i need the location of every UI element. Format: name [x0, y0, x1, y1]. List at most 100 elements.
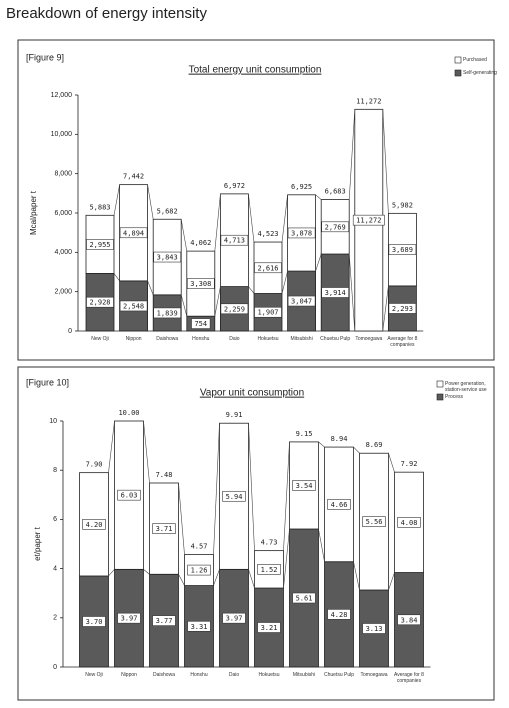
value-label-box [257, 622, 281, 633]
y-tick-label: 2 [53, 615, 57, 622]
connector-line [248, 286, 255, 294]
value-label-box [187, 278, 215, 289]
x-tick-label: Tomoegawa [355, 336, 383, 342]
connector-line [248, 423, 255, 551]
value-label-box [257, 564, 281, 575]
value-label: 3.97 [121, 615, 138, 623]
value-label-box [152, 615, 176, 626]
value-label: 3.54 [296, 482, 313, 490]
legend-swatch [436, 393, 444, 401]
connector-line [315, 194, 322, 200]
value-label-box [362, 516, 386, 527]
y-tick-label: 4,000 [54, 249, 72, 256]
x-tick-label: Hokuetsu [257, 336, 279, 342]
value-label: 11,272 [356, 217, 381, 225]
value-label-box [222, 490, 246, 502]
x-tick-label: Average for 8 companies [394, 672, 424, 684]
legend-swatch [436, 380, 444, 388]
connector-line [281, 194, 288, 243]
connector-line [388, 453, 395, 473]
value-label: 754 [194, 320, 207, 328]
total-label: 10.00 [118, 409, 139, 417]
connector-line [213, 423, 220, 555]
legend-label: Purchased [463, 57, 487, 63]
connector-line [213, 569, 220, 586]
connector-line [318, 441, 325, 448]
value-label-box [222, 612, 246, 624]
value-label-box [254, 262, 282, 274]
value-label-box [254, 306, 282, 318]
value-label-box [327, 499, 351, 510]
value-label: 4.66 [331, 501, 348, 509]
value-label: 5.56 [366, 518, 383, 526]
value-label-box [388, 244, 417, 255]
value-label-box [86, 239, 114, 250]
x-tick-label: Mitsubishi [292, 672, 316, 678]
y-tick-label: 2,000 [54, 289, 72, 296]
connector-line [283, 528, 290, 589]
connector-line [318, 528, 325, 562]
value-label: 4.08 [401, 519, 418, 527]
x-tick-label: Tomoegawa [360, 672, 388, 678]
value-label: 3.21 [261, 624, 278, 632]
x-tick-label: Daishowa [153, 672, 175, 678]
connector-line [382, 109, 389, 214]
value-label: 3,914 [325, 289, 346, 297]
value-label-box [287, 295, 316, 307]
total-label: 7.90 [86, 461, 103, 469]
connector-line [178, 574, 185, 586]
connector-line [178, 482, 185, 555]
value-label-box [397, 614, 421, 626]
value-label: 3,843 [157, 254, 178, 262]
total-label: 9.15 [296, 430, 313, 438]
value-label-box [352, 214, 385, 226]
value-label: 3.97 [226, 615, 243, 623]
value-label-box [287, 227, 316, 239]
value-label: 1.52 [261, 566, 278, 574]
total-label: 7.48 [156, 471, 173, 479]
y-tick-label: 8,000 [54, 171, 72, 178]
x-tick-label: New Oji [91, 336, 109, 342]
y-tick-label: 10,000 [51, 131, 73, 138]
y-axis-label: Mcal/paper t [29, 190, 38, 235]
x-tick-label: Hokuetsu [258, 672, 280, 678]
total-label: 7.92 [401, 460, 418, 468]
value-label: 3.84 [401, 616, 418, 624]
y-tick-label: 4 [53, 565, 57, 572]
figure-label: [Figure 9] [26, 52, 64, 62]
y-tick-label: 6,000 [54, 210, 72, 217]
chart-title: Total energy unit consumption [189, 65, 322, 76]
value-label-box [187, 564, 211, 576]
value-label: 1,907 [257, 309, 278, 317]
connector-line [143, 569, 150, 575]
value-label-box [292, 592, 316, 604]
connector-line [353, 446, 360, 454]
value-label: 2,548 [123, 302, 144, 310]
legend-swatch [454, 56, 462, 64]
x-tick-label: Average for 8 companies [387, 336, 418, 348]
figure-label: [Figure 10] [26, 377, 69, 387]
total-label: 4,062 [190, 239, 211, 247]
x-tick-label: Daishowa [156, 336, 179, 342]
value-label: 1.26 [191, 567, 208, 575]
value-label: 2,955 [89, 241, 110, 249]
y-tick-label: 12,000 [51, 92, 73, 99]
page-title: Breakdown of energy intensity [6, 5, 207, 22]
value-label: 3,878 [291, 229, 312, 237]
value-label: 3.77 [156, 617, 173, 625]
value-label: 3.71 [156, 525, 173, 533]
connector-line [353, 561, 360, 591]
x-tick-label: Honshu [192, 336, 210, 342]
connector-line [180, 294, 188, 317]
y-tick-label: 8 [53, 467, 57, 474]
connector-line [382, 285, 389, 332]
total-label: 5,982 [392, 201, 413, 209]
connector-line [348, 109, 356, 200]
value-label: 2,293 [392, 305, 413, 313]
value-label: 3,047 [291, 298, 312, 306]
value-label: 3,308 [190, 280, 211, 288]
total-label: 4.73 [261, 539, 278, 547]
value-label: 4.28 [331, 611, 348, 619]
value-label-box [397, 517, 421, 528]
